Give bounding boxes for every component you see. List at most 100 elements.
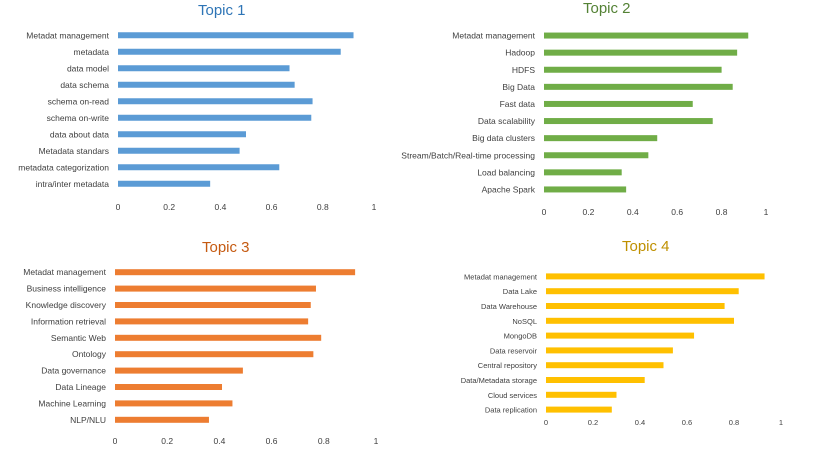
category-label: intra/inter metadata [36,179,110,189]
category-label: Stream/Batch/Real-time processing [401,150,535,160]
chart-topic-1-svg: Topic 1 Metadat management metadata data mo… [18,2,376,212]
bar [546,288,739,295]
x-tick-label: 0 [542,207,547,217]
chart-topic-3-svg: Topic 3 Metadat management Business intell… [23,239,379,446]
bar [115,302,311,308]
category-label: Hadoop [505,48,535,58]
category-label: Data Lineage [55,382,106,392]
bar [546,377,645,383]
bar [115,351,314,358]
bar [118,48,341,55]
category-label: NLP/NLU [70,415,106,425]
category-label: schema on-write [47,113,110,123]
category-label: HDFS [512,65,535,75]
bar [544,32,749,39]
category-label: schema on-read [48,96,110,106]
bar [118,147,240,154]
chart-title: Topic 4 [622,238,670,255]
category-label: data schema [60,80,109,90]
chart-topic-1: Topic 1 Metadat management metadata data mo… [0,0,413,230]
x-tick-label: 0.6 [266,202,278,212]
x-tick-label: 0.8 [729,418,739,427]
bar [115,367,243,374]
bar [544,66,722,73]
chart-topic-4: Topic 4 Metadat management Data Lake Data W… [413,230,826,460]
category-label: Data/Metadata storage [461,376,537,385]
category-label: Data replication [485,406,537,415]
bar [546,347,673,354]
bar [118,114,312,121]
bar [115,285,316,292]
x-tick-label: 0.4 [627,207,639,217]
category-label: Metadat management [464,272,538,281]
bar [115,334,322,341]
bar [546,362,664,369]
category-label: Knowledge discovery [26,300,107,310]
category-label: Information retrieval [31,316,106,326]
x-tick-label: 0 [116,202,121,212]
chart-title: Topic 1 [198,2,246,19]
x-tick-label: 0.8 [716,207,728,217]
bar [546,317,734,324]
bar [544,100,693,107]
x-tick-label: 1 [779,418,783,427]
category-label: MongoDB [504,332,537,341]
category-label: Load balancing [477,167,535,177]
x-tick-label: 0.6 [266,436,278,446]
x-tick-label: 0.2 [161,436,173,446]
bar [118,81,295,88]
bar [118,32,354,39]
x-tick-label: 0.2 [588,418,598,427]
category-label: Data reservoir [490,346,538,355]
x-tick-label: 1 [374,436,379,446]
bar [115,384,223,390]
x-tick-label: 0 [544,418,548,427]
x-tick-label: 0.6 [682,418,692,427]
chart-title: Topic 2 [583,0,631,17]
bar [544,118,713,125]
category-label: Metadat management [452,31,535,41]
category-label: Metadat management [26,30,109,40]
category-label: Central repository [478,361,537,370]
bar [546,406,612,413]
bar [546,391,617,398]
category-label: Metadata standars [39,146,109,156]
bar [118,65,290,72]
chart-topic-2-svg: Topic 2 Metadat management Hadoop HDFS Big D… [401,0,768,217]
chart-title: Topic 3 [202,239,250,256]
x-tick-label: 0.4 [213,436,225,446]
category-label: metadata categorization [18,162,109,172]
chart-topic-2: Topic 2 Metadat management Hadoop HDFS Big D… [401,0,826,230]
category-label: data model [67,63,109,73]
bar [115,416,209,423]
bar [546,332,695,339]
category-label: Big Data [502,82,535,92]
x-tick-label: 0.2 [582,207,594,217]
category-label: Data scalability [478,116,536,126]
bar [544,83,733,90]
bar [544,186,627,193]
category-label: Ontology [72,349,107,359]
x-tick-label: 0.2 [163,202,175,212]
bar [544,49,738,56]
x-tick-label: 0.4 [635,418,645,427]
category-label: Cloud services [488,391,537,400]
category-label: Machine Learning [38,398,106,408]
chart-topic-4-svg: Topic 4 Metadat management Data Lake Data W… [461,238,783,427]
bar [118,98,313,105]
chart-topic-3: Topic 3 Metadat management Business intell… [0,230,413,460]
bar [544,169,622,176]
bar [546,273,765,280]
category-label: Semantic Web [51,333,106,343]
bar [118,131,246,138]
category-label: Data governance [41,366,106,376]
bar [115,269,356,276]
x-tick-label: 0.6 [671,207,683,217]
bar [115,318,309,325]
category-label: data about data [50,129,109,139]
category-label: NoSQL [512,317,537,326]
x-tick-label: 0 [113,436,118,446]
bar [544,135,658,142]
bar [546,303,725,309]
category-label: Data Warehouse [481,302,537,311]
